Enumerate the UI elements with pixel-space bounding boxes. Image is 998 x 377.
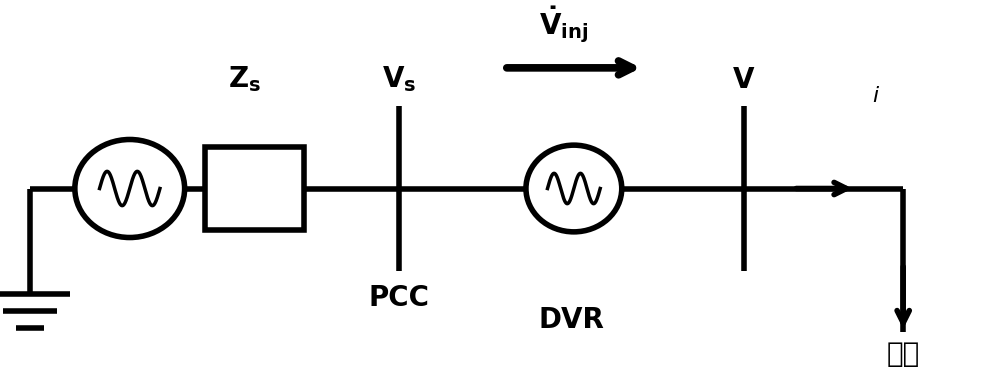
- Bar: [205, 147, 304, 230]
- Text: PCC: PCC: [368, 284, 430, 312]
- Text: $\mathbf{V}_\mathbf{s}$: $\mathbf{V}_\mathbf{s}$: [382, 64, 416, 94]
- Text: $i$: $i$: [872, 86, 880, 106]
- Text: $\mathbf{V}$: $\mathbf{V}$: [732, 66, 755, 94]
- Text: $\mathbf{Z}_\mathbf{s}$: $\mathbf{Z}_\mathbf{s}$: [228, 64, 261, 94]
- Text: DVR: DVR: [539, 307, 605, 334]
- Text: $\mathbf{\dot{V}}_{\mathbf{inj}}$: $\mathbf{\dot{V}}_{\mathbf{inj}}$: [539, 5, 589, 45]
- Text: 负荷: 负荷: [886, 340, 920, 368]
